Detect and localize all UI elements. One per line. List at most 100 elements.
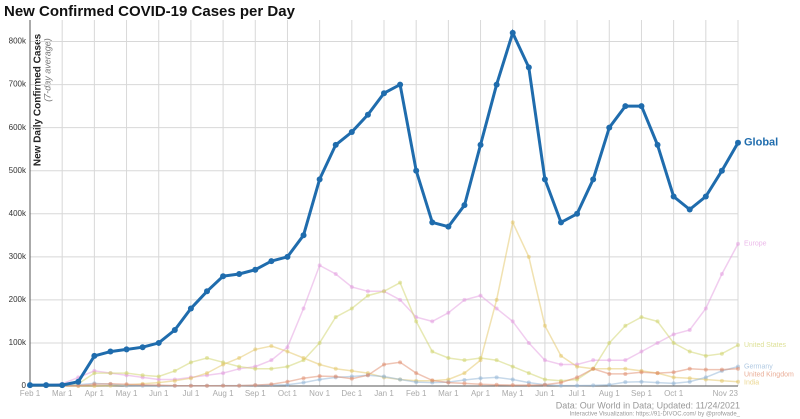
x-tick-label: Jul 1	[569, 389, 586, 398]
data-point	[719, 272, 724, 277]
data-point	[446, 356, 451, 361]
data-point	[623, 371, 628, 376]
x-tick-label: May 1	[116, 389, 138, 398]
data-point	[236, 271, 243, 278]
data-point	[606, 124, 613, 131]
y-tick-label: 0	[22, 381, 27, 390]
data-point	[75, 378, 82, 385]
y-tick-label: 200k	[9, 295, 27, 304]
data-point	[655, 371, 660, 376]
x-tick-label: Jun 1	[535, 389, 555, 398]
data-point	[139, 344, 146, 351]
data-point	[221, 383, 226, 388]
x-tick-label: Feb 1	[406, 389, 427, 398]
x-tick-label: Sep 1	[245, 389, 266, 398]
series-label: United States	[744, 342, 787, 349]
data-point	[237, 383, 242, 388]
data-point	[365, 373, 370, 378]
data-point	[623, 323, 628, 328]
data-point	[414, 319, 419, 324]
data-point	[365, 293, 370, 298]
data-point	[205, 371, 209, 376]
data-point	[591, 383, 596, 388]
data-point	[398, 360, 403, 365]
data-point	[671, 332, 676, 337]
data-point	[494, 375, 499, 380]
data-point	[316, 176, 323, 183]
data-point	[686, 206, 693, 213]
data-point	[607, 340, 612, 345]
data-point	[156, 374, 161, 379]
data-point	[171, 327, 178, 334]
data-point	[638, 103, 645, 110]
data-point	[574, 210, 581, 217]
data-point	[285, 382, 290, 387]
data-point	[509, 29, 516, 36]
data-point	[591, 358, 596, 363]
y-tick-label: 400k	[9, 209, 27, 218]
data-point	[687, 328, 692, 333]
data-point	[510, 220, 515, 225]
series-label: United Kingdom	[744, 371, 794, 378]
data-point	[719, 367, 724, 372]
data-point	[365, 289, 370, 294]
data-point	[639, 379, 644, 384]
data-point	[252, 266, 259, 273]
source: Data: Our World in Data; Updated: 11/24/…	[556, 400, 740, 410]
data-point	[364, 111, 371, 118]
series-label: Global	[744, 137, 778, 149]
y-tick-label: 600k	[9, 123, 27, 132]
data-point	[462, 371, 467, 376]
data-point	[477, 141, 484, 148]
x-tick-label: Sep 1	[631, 389, 652, 398]
x-tick-label: Aug 1	[599, 389, 620, 398]
data-point	[478, 382, 483, 387]
data-point	[607, 366, 612, 371]
data-point	[526, 383, 531, 388]
data-point	[478, 376, 483, 381]
series-label: India	[744, 379, 759, 386]
data-point	[108, 371, 113, 376]
data-point	[654, 141, 661, 148]
data-point	[736, 379, 740, 384]
data-point	[559, 380, 563, 385]
data-point	[607, 358, 612, 363]
data-point	[284, 253, 291, 260]
data-point	[559, 362, 563, 367]
x-tick-label: Apr 1	[85, 389, 105, 398]
data-point	[220, 273, 227, 280]
data-point	[91, 352, 98, 359]
y-tick-label: 300k	[9, 252, 27, 261]
data-point	[333, 272, 338, 277]
data-point	[510, 383, 515, 388]
data-point	[655, 380, 660, 385]
data-point	[542, 323, 547, 328]
data-point	[429, 219, 436, 226]
data-point	[285, 349, 290, 354]
data-point	[671, 381, 676, 386]
data-point	[221, 371, 226, 376]
y-tick-label: 800k	[9, 37, 27, 46]
data-point	[382, 362, 386, 367]
data-point	[703, 306, 708, 311]
data-point	[671, 340, 676, 345]
data-point	[349, 306, 354, 311]
data-point	[591, 366, 596, 371]
data-point	[108, 381, 113, 386]
x-tick-label: Mar 1	[438, 389, 459, 398]
data-point	[736, 366, 740, 371]
data-point	[525, 64, 532, 71]
x-tick-label: Nov 1	[309, 389, 330, 398]
data-point	[332, 141, 339, 148]
data-point	[655, 319, 660, 324]
data-point	[124, 382, 129, 387]
data-point	[172, 368, 177, 373]
data-point	[510, 377, 515, 382]
data-point	[719, 378, 724, 383]
data-point	[639, 349, 644, 354]
data-point	[494, 358, 499, 363]
data-point	[671, 375, 676, 380]
data-point	[702, 193, 709, 200]
data-point	[349, 284, 354, 289]
data-point	[687, 366, 692, 371]
